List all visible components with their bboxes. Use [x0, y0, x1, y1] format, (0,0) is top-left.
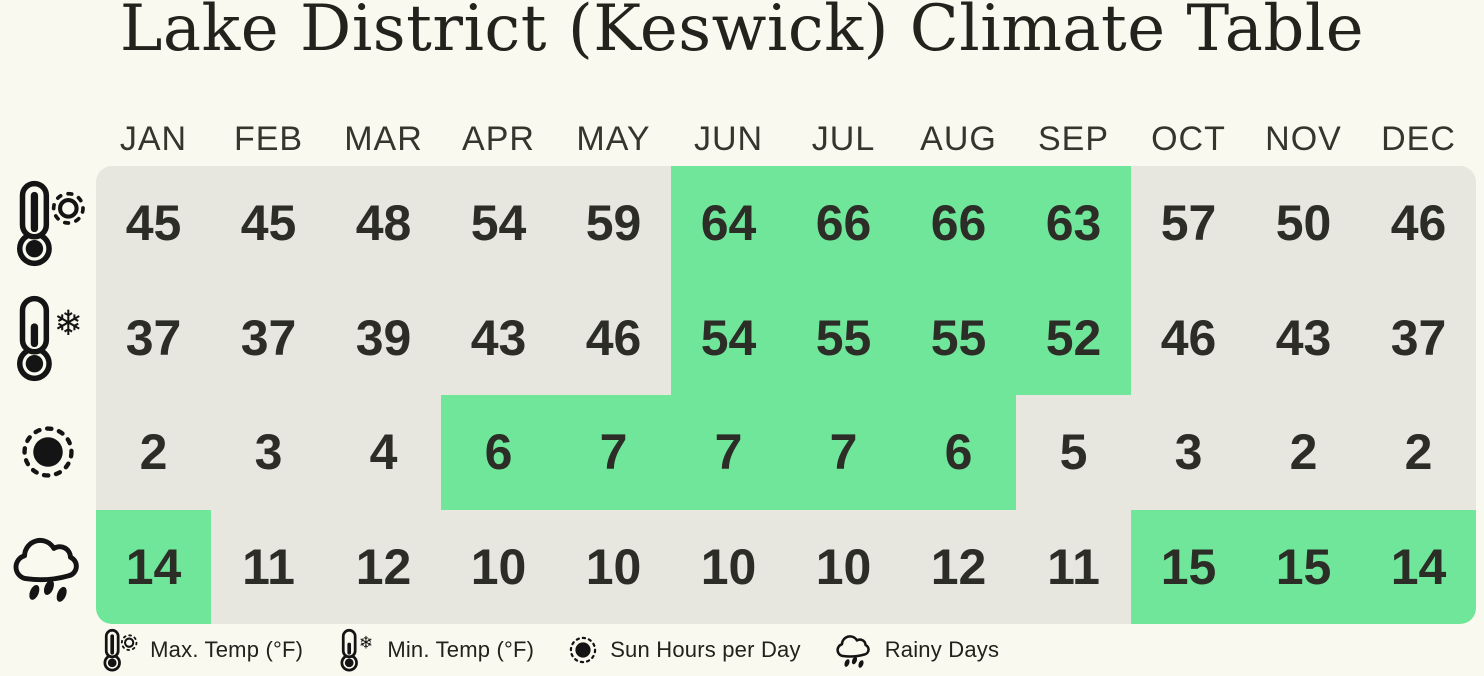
row-icons-column: ❄	[0, 166, 96, 624]
month-header-aug: AUG	[920, 119, 997, 158]
cell-max-temp-aug: 66	[901, 166, 1016, 281]
svg-text:❄: ❄	[54, 304, 83, 344]
legend-item-sun-hours: Sun Hours per Day	[566, 633, 801, 667]
legend-label: Max. Temp (°F)	[150, 637, 304, 662]
cell-min-temp-aug: 55	[901, 280, 1016, 395]
cell-min-temp-jul: 55	[786, 280, 901, 395]
cell-max-temp-sep: 63	[1016, 166, 1131, 281]
legend-item-max-temp: Max. Temp (°F)	[98, 628, 303, 672]
cell-max-temp-may: 59	[556, 166, 671, 281]
rain-cloud-icon	[833, 629, 875, 671]
cell-sun-hours-dec: 2	[1361, 395, 1476, 510]
cell-min-temp-sep: 52	[1016, 280, 1131, 395]
cell-rainy-days-oct: 15	[1131, 509, 1246, 624]
month-header-oct: OCT	[1151, 119, 1226, 158]
cell-rainy-days-aug: 12	[901, 509, 1016, 624]
month-header-feb: FEB	[233, 119, 304, 158]
cell-rainy-days-dec: 14	[1361, 509, 1476, 624]
cell-rainy-days-jun: 10	[671, 509, 786, 624]
cell-max-temp-nov: 50	[1246, 166, 1361, 281]
cell-sun-hours-may: 7	[556, 395, 671, 510]
cell-rainy-days-jan: 14	[96, 509, 211, 624]
cell-sun-hours-jul: 7	[786, 395, 901, 510]
cell-max-temp-feb: 45	[211, 166, 326, 281]
climate-table: 45 45 48 54 59 64 66 66 63 57 50 46 37 37 39 43 46 54 55 55…	[96, 166, 1476, 624]
page-title: Lake District (Keswick) Climate Table	[119, 0, 1365, 66]
cell-sun-hours-apr: 6	[441, 395, 556, 510]
cell-rainy-days-apr: 10	[441, 509, 556, 624]
sun-icon	[566, 633, 600, 667]
month-header-jan: JAN	[119, 119, 188, 158]
cell-sun-hours-nov: 2	[1246, 395, 1361, 510]
cell-min-temp-oct: 46	[1131, 280, 1246, 395]
cell-rainy-days-may: 10	[556, 509, 671, 624]
cell-sun-hours-sep: 5	[1016, 395, 1131, 510]
legend-item-rainy-days: Rainy Days	[833, 629, 999, 671]
month-header-sep: SEP	[1037, 119, 1110, 158]
cell-max-temp-jan: 45	[96, 166, 211, 281]
svg-text:❄: ❄	[359, 634, 374, 654]
cell-sun-hours-mar: 4	[326, 395, 441, 510]
legend: Max. Temp (°F) ❄ Min. Temp (°F) Sun Hours p…	[98, 627, 999, 673]
cell-max-temp-dec: 46	[1361, 166, 1476, 281]
cell-min-temp-apr: 43	[441, 280, 556, 395]
month-header-mar: MAR	[344, 119, 423, 158]
cell-rainy-days-feb: 11	[211, 509, 326, 624]
cell-sun-hours-aug: 6	[901, 395, 1016, 510]
sun-icon	[0, 395, 96, 510]
month-header-may: MAY	[576, 119, 651, 158]
cell-min-temp-nov: 43	[1246, 280, 1361, 395]
month-header-apr: APR	[462, 119, 535, 158]
legend-item-min-temp: ❄ Min. Temp (°F)	[335, 628, 534, 672]
month-header-nov: NOV	[1265, 119, 1342, 158]
cell-sun-hours-jun: 7	[671, 395, 786, 510]
cell-min-temp-jan: 37	[96, 280, 211, 395]
cell-sun-hours-oct: 3	[1131, 395, 1246, 510]
cell-sun-hours-feb: 3	[211, 395, 326, 510]
cell-min-temp-dec: 37	[1361, 280, 1476, 395]
cell-min-temp-may: 46	[556, 280, 671, 395]
cell-min-temp-jun: 54	[671, 280, 786, 395]
cell-max-temp-apr: 54	[441, 166, 556, 281]
cell-max-temp-jul: 66	[786, 166, 901, 281]
legend-label: Rainy Days	[884, 637, 1000, 662]
cell-sun-hours-jan: 2	[96, 395, 211, 510]
cell-min-temp-mar: 39	[326, 280, 441, 395]
month-header-jun: JUN	[693, 119, 764, 158]
rain-cloud-icon	[0, 510, 96, 625]
thermometer-snowflake-icon: ❄	[0, 281, 96, 396]
thermometer-snowflake-icon: ❄	[335, 628, 377, 672]
cell-rainy-days-sep: 11	[1016, 509, 1131, 624]
thermometer-sun-icon	[0, 166, 96, 281]
month-header-jul: JUL	[811, 119, 876, 158]
thermometer-sun-icon	[98, 628, 140, 672]
legend-label: Sun Hours per Day	[610, 637, 801, 662]
month-header-dec: DEC	[1381, 119, 1456, 158]
cell-rainy-days-nov: 15	[1246, 509, 1361, 624]
months-header-row: JAN FEB MAR APR MAY JUN JUL AUG SEP OCT NOV DEC	[96, 112, 1476, 166]
cell-max-temp-mar: 48	[326, 166, 441, 281]
cell-max-temp-jun: 64	[671, 166, 786, 281]
cell-rainy-days-jul: 10	[786, 509, 901, 624]
cell-min-temp-feb: 37	[211, 280, 326, 395]
cell-rainy-days-mar: 12	[326, 509, 441, 624]
cell-max-temp-oct: 57	[1131, 166, 1246, 281]
legend-label: Min. Temp (°F)	[387, 637, 535, 662]
